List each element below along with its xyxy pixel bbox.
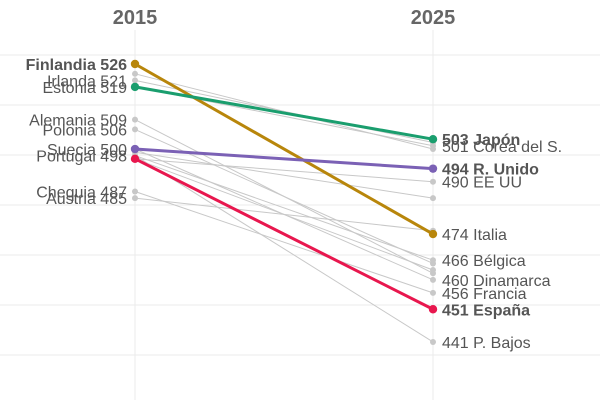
point-2015-finlandia — [130, 59, 140, 69]
label-2025-chequia: 456 Francia — [442, 286, 527, 303]
label-2025-estonia: 501 Corea del S. — [442, 139, 562, 156]
point-2025-espana — [428, 305, 438, 314]
point-2015-polonia — [132, 126, 138, 133]
series-line-gris-extra-2 — [134, 73, 434, 150]
point-2025-gris-extra-1 — [430, 195, 436, 202]
point-2015-alemania — [132, 116, 138, 123]
point-2015-japon — [130, 82, 140, 92]
label-2015-finlandia: Finlandia 526 — [26, 57, 127, 74]
series-line-japon — [133, 85, 435, 141]
point-2015-irlanda — [132, 77, 138, 84]
label-2015-portugal: Portugal 498 — [36, 149, 127, 166]
series-line-ee-uu — [134, 158, 434, 183]
series-labels: Finlandia 526 474 Italia 503 Japón 494 R. U… — [26, 57, 562, 352]
point-2025-gris-extra-3 — [430, 267, 436, 274]
point-2015-espana — [130, 154, 140, 164]
point-2015-chequia — [132, 188, 138, 195]
label-2025-r-unido: 494 R. Unido — [442, 162, 539, 179]
point-2025-finlandia — [428, 229, 438, 239]
series-line-portugal — [134, 155, 434, 261]
label-2025-japon: 503 Japón — [442, 132, 520, 149]
series-line-chequia — [134, 191, 434, 294]
point-2015-r-unido — [130, 144, 140, 154]
label-2025-ee-uu: 490 EE UU — [442, 175, 522, 192]
label-2025-suecia: 460 Dinamarca — [442, 273, 551, 290]
point-2025-chequia — [430, 289, 436, 296]
highlighted-series — [130, 59, 438, 314]
series-line-p-bajos — [134, 155, 434, 343]
label-2015-irlanda: Irlanda 521 — [47, 73, 127, 90]
label-2015-estonia: Estonia 519 — [42, 80, 127, 97]
label-2025-espana: 451 España — [442, 302, 530, 319]
point-2025-portugal — [430, 257, 436, 264]
point-2025-japon — [428, 135, 438, 144]
grid-lines — [0, 30, 600, 400]
series-line-espana — [133, 157, 435, 311]
label-2025-finlandia: 474 Italia — [442, 227, 507, 244]
point-2025-p-bajos — [430, 338, 436, 345]
label-2015-polonia: Polonia 506 — [42, 122, 127, 139]
year-headers: 2015 2025 — [113, 7, 456, 29]
series-line-finlandia — [133, 62, 435, 236]
series-line-gris-extra-1 — [134, 151, 434, 199]
point-2015-austria — [132, 195, 138, 202]
point-2025-ee-uu — [430, 178, 436, 185]
point-2025-r-unido — [428, 164, 438, 173]
label-2025-portugal: 466 Bélgica — [442, 253, 526, 270]
year-2025: 2025 — [411, 7, 456, 29]
series-line-gris-extra-3 — [134, 158, 434, 271]
label-2015-chequia: Chequia 487 — [36, 185, 127, 202]
series-line-r-unido — [133, 147, 435, 171]
label-2015-alemania: Alemania 509 — [29, 113, 127, 130]
label-2015-suecia: Suecia 500 — [47, 142, 127, 159]
point-2025-suecia — [430, 276, 436, 283]
point-2025-gris-extra-2 — [430, 146, 436, 153]
year-2015: 2015 — [113, 7, 158, 29]
point-2015-gris-extra-2 — [132, 70, 138, 77]
label-2015-austria: Austria 485 — [46, 191, 127, 208]
label-2025-p-bajos: 441 P. Bajos — [442, 335, 531, 352]
